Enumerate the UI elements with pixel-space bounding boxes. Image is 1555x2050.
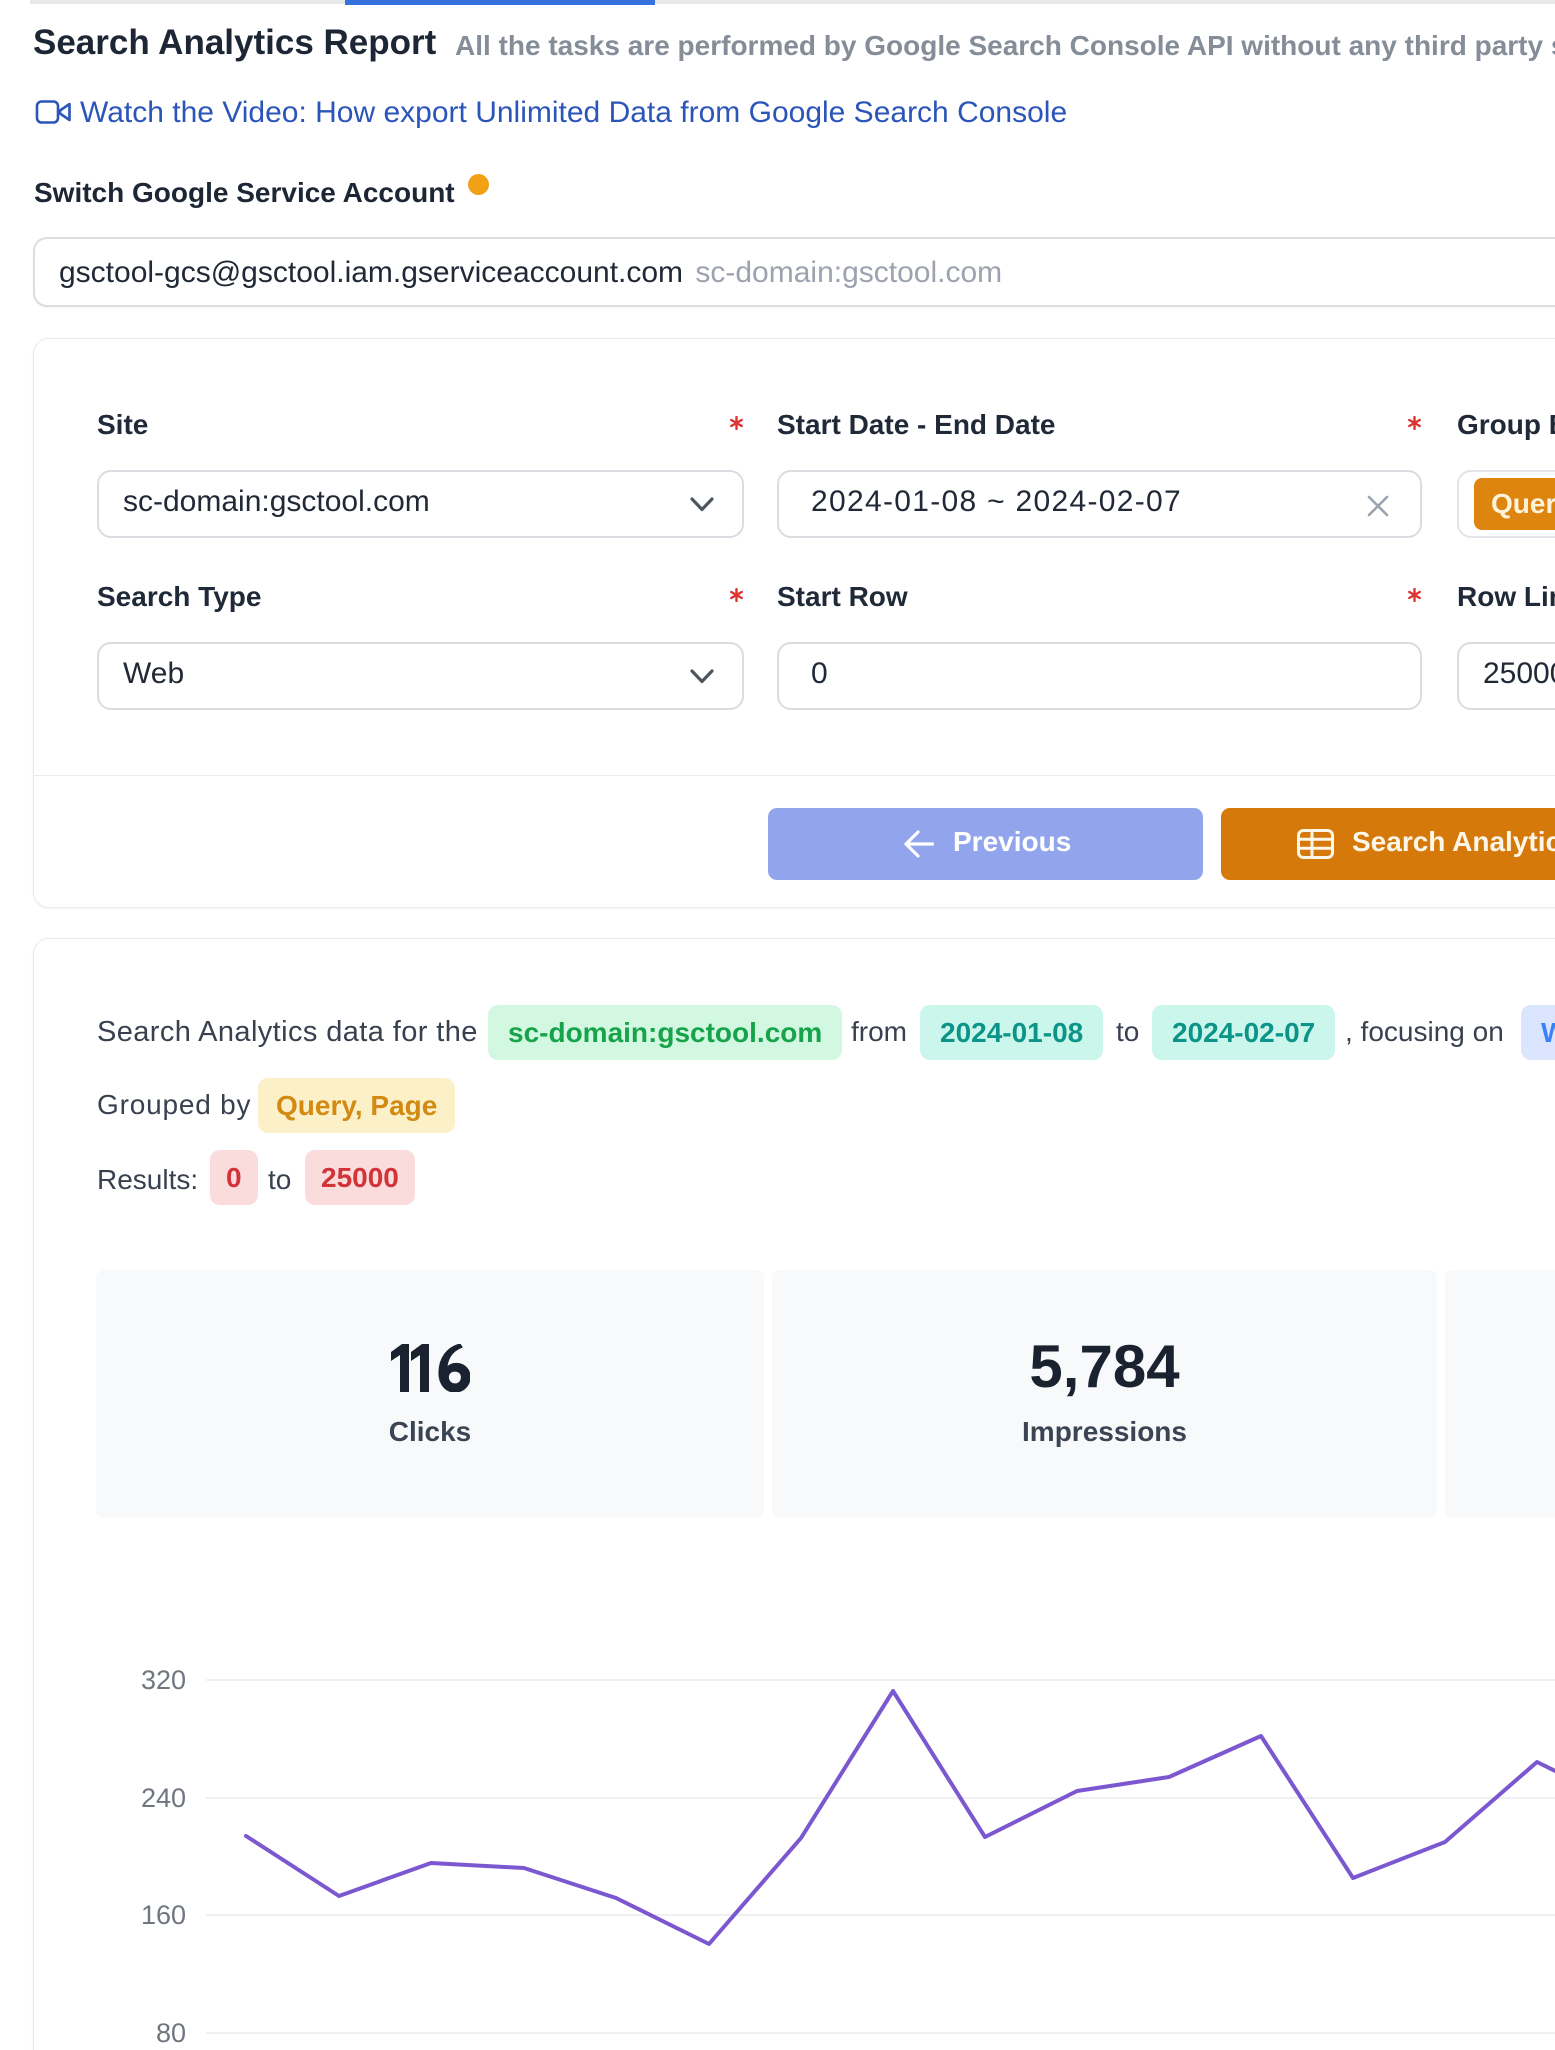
svg-text:160: 160 (141, 1900, 186, 1930)
svg-text:320: 320 (141, 1665, 186, 1695)
svg-text:80: 80 (156, 2018, 186, 2048)
svg-text:240: 240 (141, 1783, 186, 1813)
